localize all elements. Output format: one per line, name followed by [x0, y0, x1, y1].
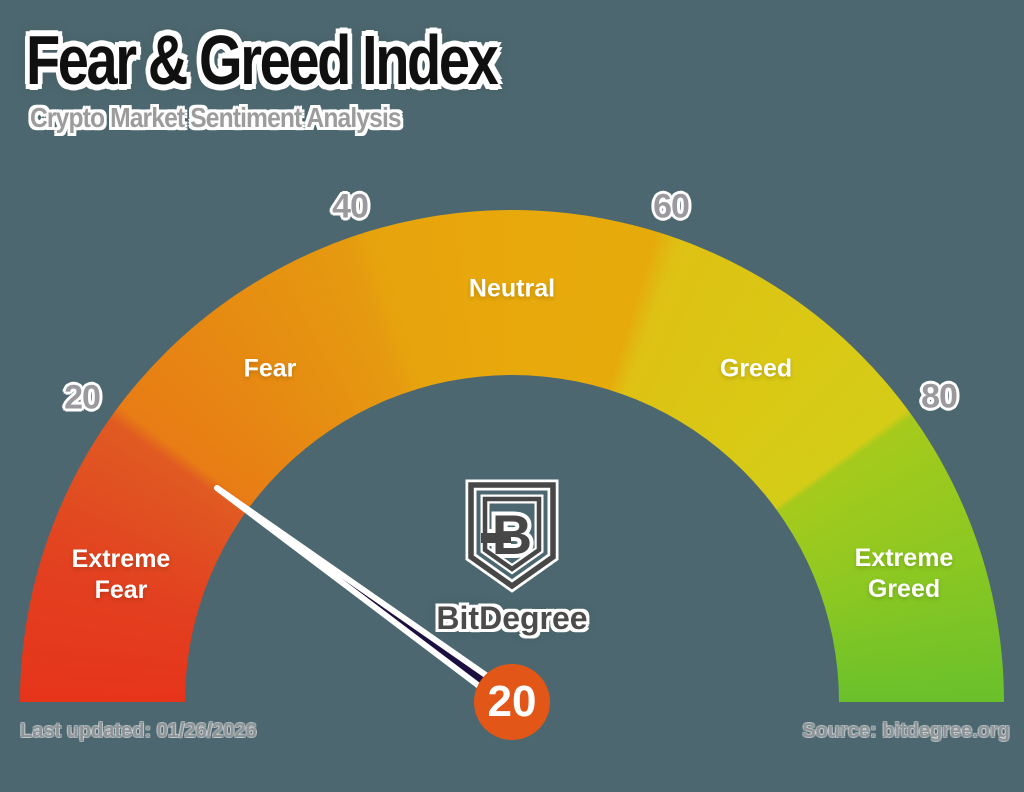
page-title: Fear & Greed Index	[26, 21, 499, 99]
bitdegree-shield-b-icon: B B	[465, 479, 559, 593]
gauge-tick-80: 80	[921, 377, 958, 416]
segment-label-fear: Fear	[243, 354, 297, 383]
segment-label-greed: Greed	[719, 354, 793, 383]
gauge-tick-20: 20	[64, 378, 101, 417]
gauge-tick-40: 40	[332, 187, 369, 226]
gauge-value-badge: 20	[474, 664, 550, 740]
segment-label-extreme-fear: Extreme Fear	[71, 545, 171, 604]
segment-label-extreme-greed: Extreme Greed	[854, 544, 954, 603]
gauge-value: 20	[487, 677, 537, 726]
source-text: Source: bitdegree.org	[802, 720, 1010, 742]
gauge-tick-60: 60	[653, 187, 690, 226]
page-subtitle: Crypto Market Sentiment Analysis	[30, 102, 402, 133]
bitdegree-wordmark: BitDegree	[436, 600, 588, 636]
segment-label-neutral: Neutral	[468, 274, 556, 303]
last-updated-text: Last updated: 01/26/2026	[20, 720, 257, 742]
logo-monogram: B	[492, 503, 532, 566]
